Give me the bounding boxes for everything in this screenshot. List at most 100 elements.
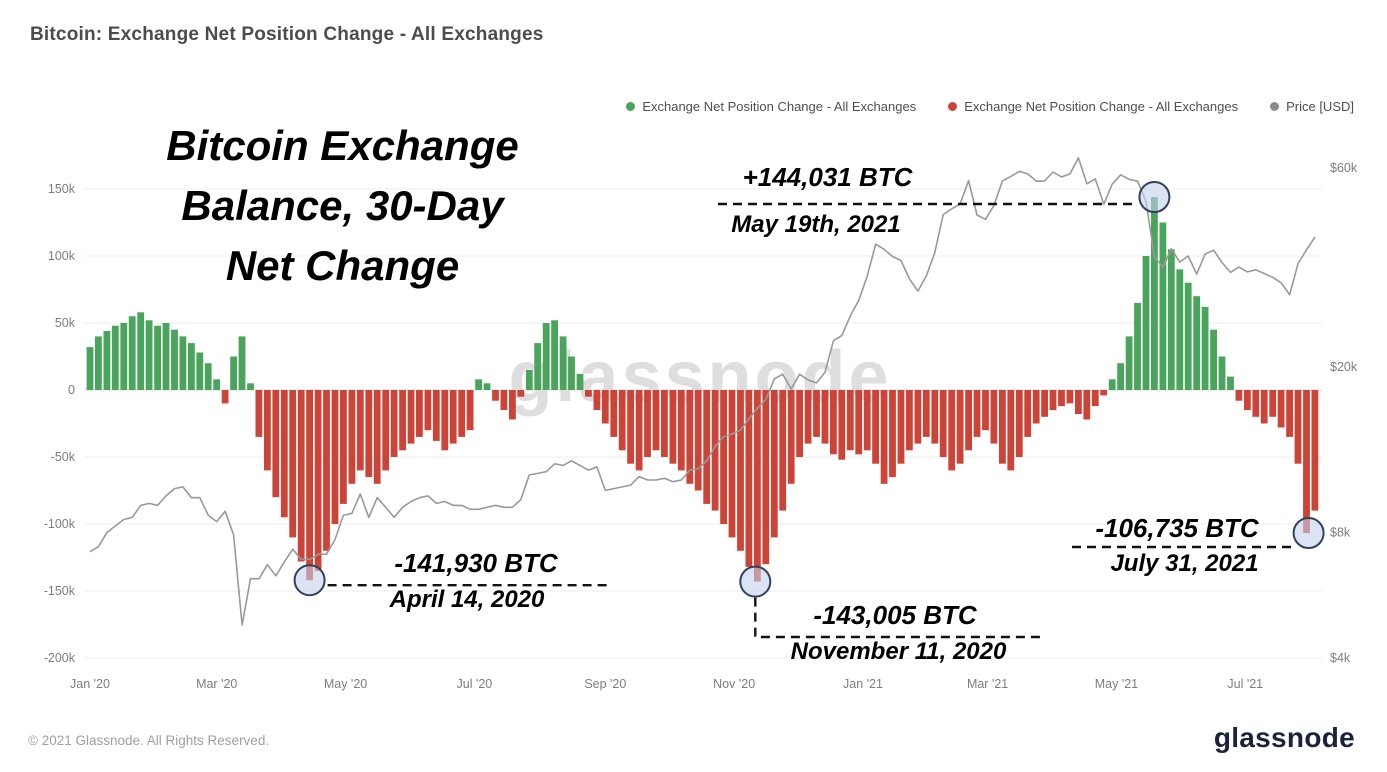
net-change-bar	[1117, 363, 1124, 390]
y-axis-right-tick: $60k	[1330, 161, 1358, 175]
net-change-bar	[230, 356, 237, 390]
legend-item-net-change-negative[interactable]: Exchange Net Position Change - All Excha…	[948, 99, 1238, 114]
net-change-bar	[297, 390, 305, 562]
net-change-bar	[796, 390, 803, 457]
net-change-bar	[973, 390, 981, 437]
annotation-jul-2021-date: July 31, 2021	[1110, 550, 1259, 577]
net-change-bar	[432, 390, 440, 441]
legend-item-price-usd[interactable]: Price [USD]	[1270, 99, 1354, 114]
net-change-bar	[1075, 390, 1082, 415]
net-change-bar	[956, 390, 964, 464]
legend-item-label: Exchange Net Position Change - All Excha…	[642, 99, 917, 114]
net-change-bar	[86, 347, 94, 390]
net-change-bar	[982, 390, 989, 431]
net-change-bar	[593, 390, 601, 411]
net-change-bar	[213, 379, 221, 390]
net-change-bar	[999, 390, 1006, 464]
y-axis-left-tick: -200k	[44, 651, 76, 665]
net-change-bar	[880, 390, 888, 484]
net-change-bar	[1193, 296, 1201, 390]
net-change-bar	[154, 325, 161, 390]
net-change-bar	[390, 390, 398, 457]
net-change-bar	[694, 390, 702, 491]
annotation-marker-circle	[1292, 517, 1325, 549]
net-change-bar	[762, 390, 770, 565]
annotation-jul-2021-value: -106,735 BTC	[1095, 513, 1259, 543]
net-change-bar	[1066, 390, 1074, 404]
net-change-bar	[1235, 390, 1243, 401]
net-change-bar	[711, 390, 719, 511]
annotation-nov-2020-value: -143,005 BTC	[813, 600, 977, 630]
annotation-connector-line	[754, 597, 1040, 639]
net-change-bar	[255, 390, 263, 437]
chart-overlay-title: Bitcoin Exchange Balance, 30-Day Net Cha…	[100, 116, 585, 296]
x-axis-tick: Jul '21	[1227, 677, 1263, 691]
net-change-bar	[1058, 390, 1065, 407]
chart-legend: Exchange Net Position Change - All Excha…	[626, 99, 1354, 114]
net-change-bar	[314, 390, 322, 571]
y-axis-left-tick: -150k	[44, 584, 76, 598]
net-change-bar	[1100, 390, 1108, 396]
y-axis-right-tick: $20k	[1330, 360, 1358, 374]
green-dot-icon	[626, 102, 636, 111]
net-change-bar	[669, 390, 677, 464]
net-change-bar	[1167, 249, 1175, 390]
y-axis-left-tick: 150k	[48, 182, 76, 196]
net-change-bar	[855, 390, 863, 455]
net-change-bar	[661, 390, 668, 457]
net-change-bar	[813, 390, 820, 437]
y-axis-left-tick: 50k	[55, 316, 76, 330]
legend-item-label: Price [USD]	[1286, 99, 1354, 114]
net-change-bar	[635, 390, 643, 471]
net-change-bar	[1311, 390, 1319, 511]
overlay-title-line: Net Change	[225, 242, 460, 290]
net-change-bar	[95, 336, 102, 390]
net-change-bar	[804, 390, 812, 444]
net-change-bar	[1024, 390, 1032, 437]
net-change-bar	[542, 323, 550, 390]
net-change-bar	[356, 390, 364, 471]
net-change-bar	[677, 390, 685, 471]
net-change-bar	[272, 390, 280, 498]
net-change-bar	[1303, 390, 1310, 533]
net-change-bar	[1015, 390, 1023, 457]
net-change-bar	[652, 390, 660, 451]
net-change-bar	[137, 312, 145, 390]
price-usd-line	[89, 157, 1316, 626]
net-change-bar	[728, 390, 736, 538]
legend-item-net-change-positive[interactable]: Exchange Net Position Change - All Excha…	[626, 99, 916, 114]
net-change-bar	[686, 390, 694, 484]
net-change-bar	[1252, 390, 1260, 417]
net-change-bar	[1041, 390, 1048, 417]
net-change-bar	[897, 390, 905, 464]
y-axis-left-tick: 0	[68, 383, 75, 397]
net-change-bar	[458, 390, 466, 437]
net-change-bar	[1227, 376, 1234, 390]
page-title: Bitcoin: Exchange Net Position Change - …	[30, 24, 544, 45]
legend-item-label: Exchange Net Position Change - All Excha…	[964, 99, 1239, 114]
net-change-bar	[103, 331, 111, 390]
annotation-marker-circle	[1138, 181, 1171, 213]
net-change-bar	[838, 390, 846, 460]
net-change-bar	[264, 390, 271, 471]
price-line	[89, 157, 1316, 626]
net-change-bar	[1125, 336, 1133, 390]
net-change-bar	[416, 390, 423, 437]
net-change-bar	[863, 390, 871, 451]
net-change-bar	[821, 390, 829, 444]
net-change-bar	[525, 369, 533, 390]
net-change-bar	[407, 390, 415, 444]
annotation-may-2021-date: May 19th, 2021	[731, 211, 901, 238]
net-change-bar	[179, 336, 187, 390]
net-change-bar	[424, 390, 432, 431]
net-change-bar	[306, 390, 313, 581]
net-change-bar	[171, 329, 178, 390]
x-axis-tick: Jan '20	[70, 677, 110, 691]
net-change-bar	[922, 390, 930, 437]
annotation-marker-circle	[293, 564, 326, 597]
net-change-bar	[644, 390, 651, 457]
net-change-bar	[517, 390, 525, 397]
glassnode-logo: glassnode	[1213, 722, 1355, 753]
